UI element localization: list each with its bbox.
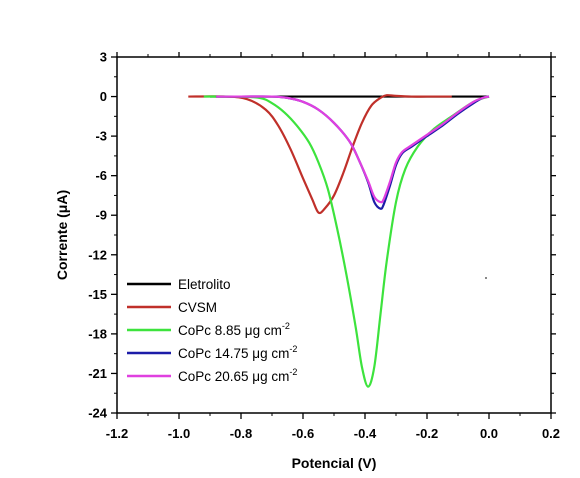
y-tick-label: -12 <box>88 247 107 262</box>
series-line-4 <box>216 95 490 204</box>
y-tick-label: 0 <box>100 89 107 104</box>
y-tick-label: -9 <box>95 208 107 223</box>
y-axis-title: Corrente (μA) <box>54 190 70 280</box>
stray-dot <box>485 277 487 279</box>
legend-label-sup: -2 <box>282 321 290 331</box>
ticks-layer: -1.2 -1.0 -0.8 -0.6 -0.4 -0.2 0.0 0.2 3 0 -3 -6 -9 -1… <box>88 50 560 442</box>
series-line-2 <box>203 95 490 388</box>
y-tick-label: -15 <box>88 287 107 302</box>
legend-label-text: CoPc 8.85 μg cm <box>178 323 282 338</box>
legend-label: CoPc 14.75 μg cm-2 <box>178 344 297 361</box>
y-tick-label: 3 <box>100 50 107 65</box>
x-tick-label: 0.2 <box>542 426 560 441</box>
y-tick-label: -24 <box>88 406 108 421</box>
x-axis-title: Potencial (V) <box>292 455 377 471</box>
legend-label-text: CVSM <box>178 300 217 315</box>
x-tick-label: 0.0 <box>480 426 498 441</box>
legend-label: CVSM <box>178 300 217 315</box>
x-tick-label: -0.8 <box>230 426 252 441</box>
series-layer <box>188 94 490 388</box>
x-tick-label: -1.0 <box>168 426 190 441</box>
y-tick-label: -21 <box>88 366 107 381</box>
legend-label: CoPc 8.85 μg cm-2 <box>178 321 290 338</box>
legend-label-text: CoPc 20.65 μg cm <box>178 369 289 384</box>
legend-label-text: CoPc 14.75 μg cm <box>178 346 289 361</box>
y-tick-label: -18 <box>88 326 107 341</box>
series-line-1 <box>188 94 452 215</box>
legend-label: Eletrolito <box>178 277 231 292</box>
legend-label-text: Eletrolito <box>178 277 231 292</box>
x-tick-label: -1.2 <box>106 426 128 441</box>
legend-label: CoPc 20.65 μg cm-2 <box>178 367 297 384</box>
series-line-3 <box>216 95 490 210</box>
legend-label-sup: -2 <box>289 344 297 354</box>
y-tick-label: -3 <box>95 129 107 144</box>
legend-label-sup: -2 <box>289 367 297 377</box>
y-tick-label: -6 <box>95 168 107 183</box>
x-tick-label: -0.6 <box>292 426 314 441</box>
x-tick-label: -0.4 <box>354 426 377 441</box>
x-tick-label: -0.2 <box>416 426 438 441</box>
